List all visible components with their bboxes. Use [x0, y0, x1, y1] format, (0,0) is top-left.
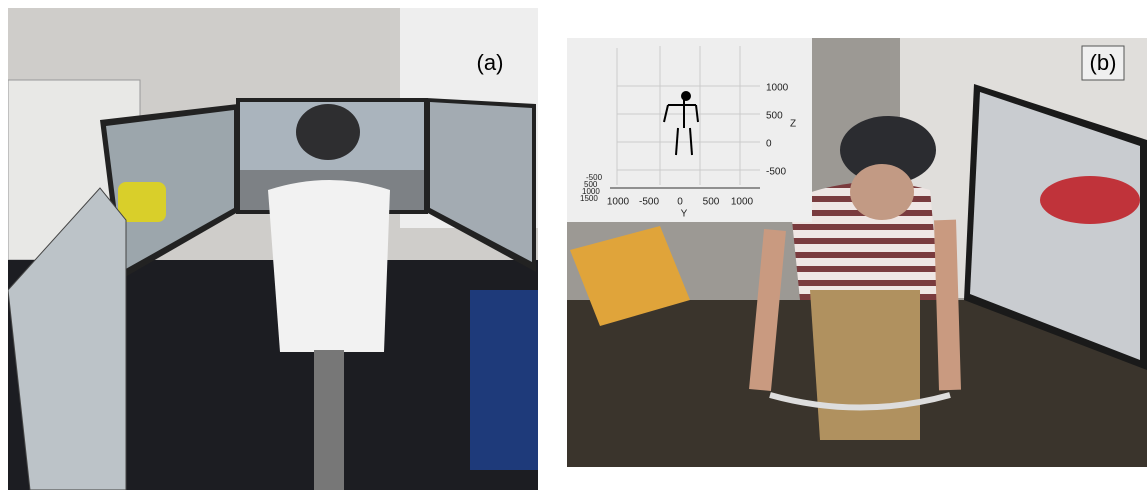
y-tick-label: -500 [639, 197, 659, 208]
screen-right [970, 92, 1140, 360]
screen-right [430, 102, 532, 262]
handlebar [769, 392, 951, 411]
y-tick-label: 1000 [731, 197, 754, 208]
helmet [840, 116, 936, 184]
panel-label: (b) [1090, 50, 1117, 75]
face [850, 164, 914, 220]
car [1040, 176, 1140, 224]
car [118, 182, 166, 222]
inset-grid [616, 46, 760, 185]
x-tick-label: -500 [586, 173, 603, 182]
z-tick-label: 500 [766, 111, 783, 122]
panel-label: (a) [477, 50, 504, 75]
z-axis-label: Z [790, 119, 796, 130]
x-tick-label: 500 [584, 180, 598, 189]
screen-left [106, 110, 234, 270]
y-axis-label: Y [681, 209, 688, 220]
pants [810, 290, 920, 440]
photo-a: (a) [8, 8, 538, 490]
z-tick-label: 1000 [766, 83, 789, 94]
monitor-side [8, 187, 127, 490]
y-tick-label: 500 [703, 197, 720, 208]
box [570, 226, 690, 326]
chair [470, 290, 538, 470]
z-tick-label: -500 [766, 167, 786, 178]
y-tick-label: 0 [677, 197, 683, 208]
skeleton [663, 91, 699, 156]
x-tick-label: 1500 [580, 194, 598, 203]
bike [314, 350, 344, 490]
z-tick-label: 0 [766, 139, 772, 150]
label-box [1081, 45, 1125, 81]
helmet [296, 104, 360, 160]
person-shirt [268, 180, 390, 352]
arms [749, 219, 961, 392]
y-tick-label: 1000 [607, 197, 630, 208]
x-tick-label: 1000 [582, 187, 600, 196]
